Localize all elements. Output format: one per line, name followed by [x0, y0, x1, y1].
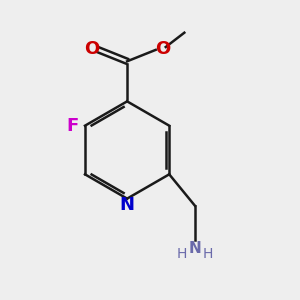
- Text: F: F: [66, 117, 78, 135]
- Text: O: O: [155, 40, 170, 58]
- Text: N: N: [120, 196, 135, 214]
- Text: H: H: [177, 247, 187, 261]
- Text: H: H: [203, 247, 213, 261]
- Text: N: N: [189, 241, 201, 256]
- Text: O: O: [85, 40, 100, 58]
